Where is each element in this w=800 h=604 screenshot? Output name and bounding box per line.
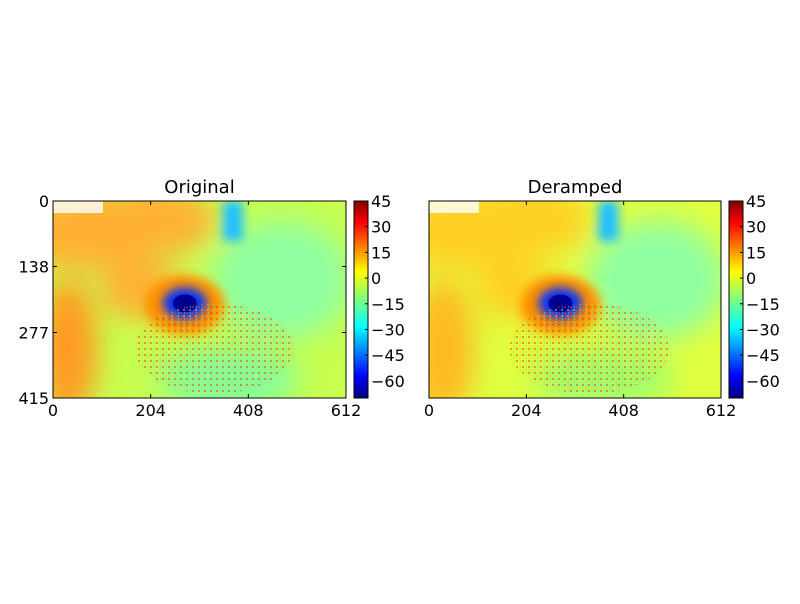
x-tick-label: 204 [135, 401, 166, 420]
x-tick-label: 0 [424, 401, 434, 420]
colorbar-tick-label: 0 [371, 269, 381, 288]
colorbar-tick-label: 15 [746, 243, 766, 262]
colorbar-tick-label: −15 [746, 295, 780, 314]
x-tick-label: 0 [48, 401, 58, 420]
panel-title: Original [164, 177, 234, 198]
colorbar-tick-label: −30 [371, 320, 405, 339]
axes-frame [52, 200, 347, 399]
colorbar [353, 200, 369, 399]
panel: Original 0 204 408 612 0 138 277 415 45 30 15 0 −15 −3… [18, 177, 405, 420]
y-tick-label: 415 [18, 389, 49, 408]
y-tick-label: 138 [18, 258, 49, 277]
panel-title: Deramped [528, 177, 623, 198]
colorbar-tick-label: −45 [746, 346, 780, 365]
colorbar [728, 200, 744, 399]
colorbar-tick-label: 45 [371, 192, 391, 211]
y-tick-label: 277 [18, 323, 49, 342]
colorbar-tick-label: 0 [746, 269, 756, 288]
colorbar-tick-label: 30 [746, 218, 766, 237]
panel: Deramped 0 204 408 612 45 30 15 0 −15 −30 −45 −60 [424, 177, 780, 420]
heatmap-image [53, 201, 346, 398]
x-tick-label: 204 [511, 401, 542, 420]
colorbar-tick-label: −45 [371, 346, 405, 365]
colorbar-tick-label: −60 [746, 372, 780, 391]
colorbar-tick-label: 15 [371, 243, 391, 262]
colorbar-tick-label: −15 [371, 295, 405, 314]
x-tick-label: 408 [608, 401, 639, 420]
x-tick-label: 612 [706, 401, 737, 420]
axes-frame [428, 200, 722, 399]
x-tick-label: 612 [331, 401, 362, 420]
colorbar-tick-label: 30 [371, 218, 391, 237]
y-tick-label: 0 [39, 192, 49, 211]
x-tick-label: 408 [233, 401, 264, 420]
colorbar-tick-label: −60 [371, 372, 405, 391]
colorbar-tick-label: 45 [746, 192, 766, 211]
heatmap-image [429, 201, 721, 398]
colorbar-tick-label: −30 [746, 320, 780, 339]
